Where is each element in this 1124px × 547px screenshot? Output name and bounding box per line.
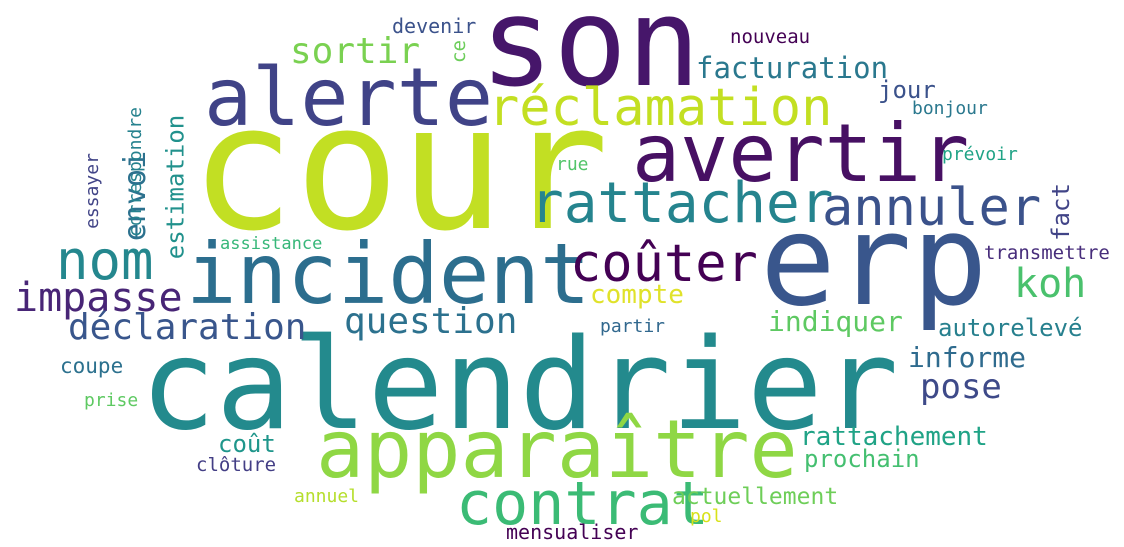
word-annuel: annuel — [294, 486, 360, 507]
word-essayer: essayer — [81, 153, 103, 229]
word-koh: koh — [1014, 261, 1087, 307]
word-annuler: annuler — [822, 178, 1042, 238]
word-partir: partir — [600, 316, 666, 337]
word-facturation: facturation — [696, 51, 889, 85]
word-question: question — [344, 301, 518, 342]
word-impasse: impasse — [14, 275, 183, 321]
word-prochain: prochain — [804, 445, 920, 473]
word-fact: fact — [1046, 183, 1075, 241]
word-autoreleve: autorelevé — [938, 314, 1083, 342]
word-pol: pol — [690, 506, 723, 527]
word-compte: compte — [590, 280, 684, 310]
word-calendrier: calendrier — [140, 311, 899, 458]
word-nom: nom — [56, 229, 154, 292]
word-prevoir: prévoir — [942, 144, 1018, 165]
word-rue: rue — [556, 154, 589, 175]
word-prise: prise — [84, 390, 139, 411]
word-transmettre: transmettre — [984, 242, 1110, 264]
word-rattachement: rattachement — [800, 422, 988, 452]
word-cout: coût — [218, 430, 276, 458]
word-bonjour: bonjour — [912, 98, 988, 119]
word-erp: erp — [760, 187, 988, 334]
word-incident: incident — [186, 225, 591, 323]
word-declaration: déclaration — [68, 307, 307, 348]
word-nouveau: nouveau — [730, 26, 811, 48]
word-cloture: clôture — [196, 454, 277, 476]
word-rattacher: rattacher — [530, 171, 834, 236]
word-contrat: contrat — [456, 469, 709, 539]
word-ce: ce — [447, 40, 470, 63]
word-sortir: sortir — [290, 31, 421, 72]
word-indiquer: indiquer — [768, 305, 903, 338]
word-estimation: estimation — [161, 114, 190, 260]
word-apparaitre: apparaître — [316, 403, 798, 496]
word-son: son — [480, 0, 701, 114]
word-cour: cour — [190, 67, 610, 270]
word-reclamation: réclamation — [488, 78, 833, 138]
word-mensualiser: mensualiser — [506, 520, 639, 544]
word-actuellement: actuellement — [672, 484, 839, 510]
word-correspondre: correspondre — [125, 106, 147, 238]
word-pose: pose — [920, 367, 1002, 407]
word-jour: jour — [878, 76, 936, 104]
word-assistance: assistance — [220, 234, 323, 254]
word-couter: coûter — [570, 234, 758, 294]
word-informe: informe — [908, 341, 1027, 374]
word-devenir: devenir — [392, 14, 477, 38]
word-alerte: alerte — [204, 51, 493, 144]
word-avertir: avertir — [632, 107, 970, 200]
word-coupe: coupe — [60, 354, 124, 378]
